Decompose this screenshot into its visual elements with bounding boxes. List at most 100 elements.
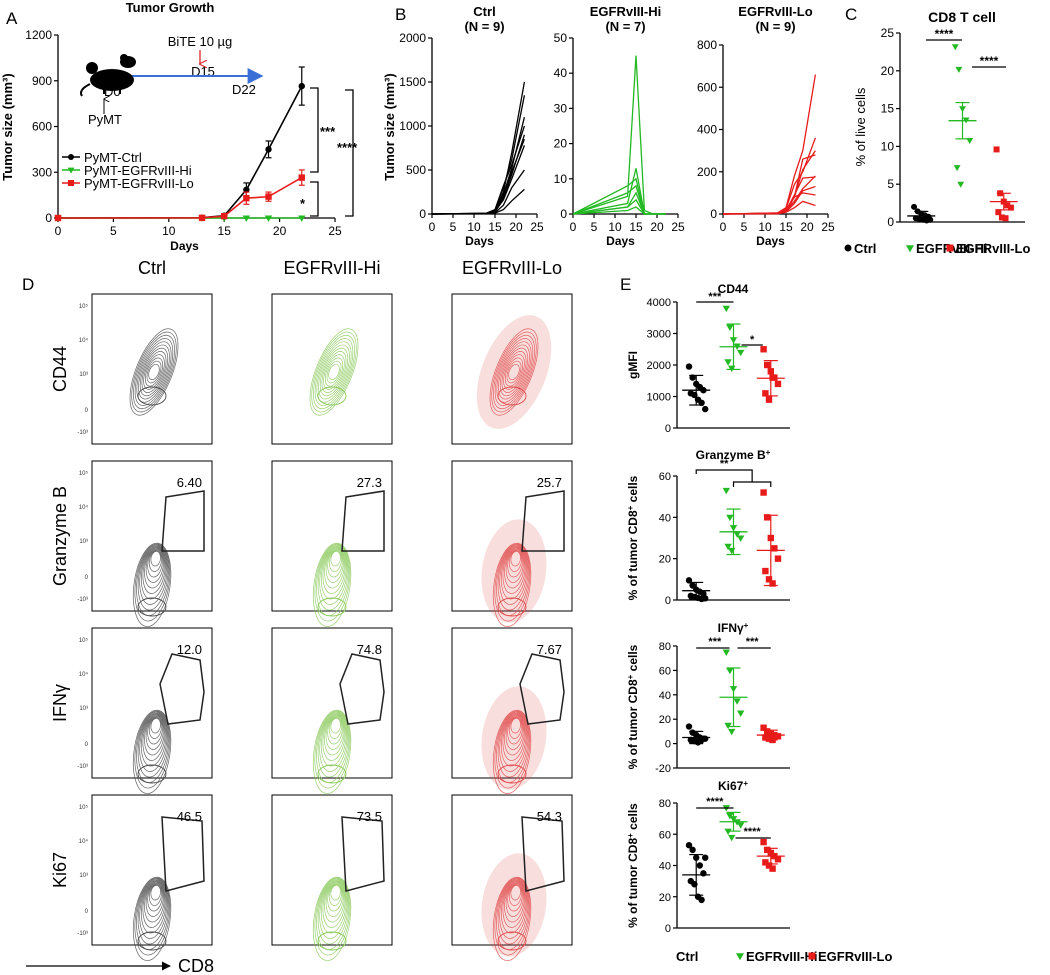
y-tick-label: 20 xyxy=(659,554,671,566)
y-tick-label: 20 xyxy=(659,714,671,726)
x-tick-label: 15 xyxy=(488,220,502,234)
data-point xyxy=(221,212,228,220)
contour-line xyxy=(319,347,349,397)
contour-line xyxy=(489,328,539,416)
y-tick-label: 0 xyxy=(45,211,52,225)
gate-value: 73.5 xyxy=(357,809,382,824)
contour-line xyxy=(502,881,526,928)
chart-subtitle: (N = 9) xyxy=(755,19,795,34)
contour-line xyxy=(500,880,527,934)
data-point xyxy=(702,735,709,742)
y-tick-label: 0 xyxy=(560,207,567,221)
y-tick-label: -20 xyxy=(655,763,671,775)
y-tick-label: 15 xyxy=(881,102,895,116)
data-point xyxy=(728,728,736,736)
gate-polygon xyxy=(341,816,385,892)
contour-line xyxy=(325,548,344,583)
data-point xyxy=(724,359,732,366)
legend-marker xyxy=(905,245,915,253)
flow-row-label: Ki67 xyxy=(50,852,70,888)
title-superscript: + xyxy=(766,448,771,457)
data-point xyxy=(702,595,709,602)
gate-value: 6.40 xyxy=(177,475,202,490)
gate-polygon xyxy=(519,653,565,725)
mouse-trace xyxy=(722,150,816,215)
contour-line xyxy=(494,877,531,956)
contour-line xyxy=(144,715,165,756)
contour-line xyxy=(319,545,348,605)
flow-plot-frame xyxy=(91,293,213,445)
contour-line xyxy=(139,879,168,939)
contour-line xyxy=(132,709,172,794)
contour-line xyxy=(148,884,162,906)
data-point xyxy=(953,165,961,172)
contour-line xyxy=(324,715,345,756)
data-point xyxy=(737,535,745,542)
flow-axis-tick: 10⁵ xyxy=(79,804,89,811)
contour-line xyxy=(497,879,529,945)
data-point xyxy=(762,567,769,575)
flow-plot-frame xyxy=(451,627,573,779)
y-tick-label: 1500 xyxy=(399,75,426,89)
legend-marker xyxy=(808,952,816,960)
contour-core xyxy=(497,386,527,406)
contour-line xyxy=(142,881,166,928)
data-point xyxy=(993,146,1000,153)
contour-line xyxy=(147,716,163,745)
y-tick-label: 0 xyxy=(887,215,894,229)
y-tick-label: 10 xyxy=(881,139,895,153)
data-point xyxy=(265,146,272,153)
contour-line xyxy=(137,879,169,945)
contour-line xyxy=(148,363,160,381)
y-tick-label: 600 xyxy=(697,80,717,94)
contour-line xyxy=(140,880,167,934)
data-point xyxy=(198,214,206,222)
contour-line xyxy=(504,882,525,923)
flow-plot: 10⁵ 10⁴ 10³ 0 -10³ xyxy=(77,293,213,445)
x-tick-label: 25 xyxy=(530,220,544,234)
flow-row-label: CD44 xyxy=(50,346,70,392)
legend-label: PyMT-EGFRvIII-Lo xyxy=(84,176,194,191)
y-tick-label: 0 xyxy=(419,207,426,221)
contour-line xyxy=(320,880,347,934)
contour-line xyxy=(142,714,166,761)
dot-cloud xyxy=(481,519,547,623)
contour-line xyxy=(510,551,521,567)
contour-line xyxy=(505,882,524,917)
data-point xyxy=(951,44,959,51)
contour-line xyxy=(317,545,349,611)
contour-core xyxy=(317,764,347,784)
flow-axis-tick: -10³ xyxy=(77,430,88,436)
flow-axis-tick: 0 xyxy=(85,909,89,915)
flow-column-title: EGFRvIII-Lo xyxy=(462,258,562,278)
d0-label: D0 xyxy=(104,84,121,99)
data-point xyxy=(698,896,705,904)
legend-marker xyxy=(735,953,745,961)
y-tick-label: 1000 xyxy=(647,392,671,404)
contour-line xyxy=(134,543,171,622)
flow-plot-frame xyxy=(451,293,573,445)
data-point xyxy=(728,547,736,555)
flow-plot xyxy=(451,293,573,445)
contour-line xyxy=(320,546,347,600)
y-tick-label: 20 xyxy=(881,64,895,78)
contour-line xyxy=(150,885,161,901)
y-tick-label: 0 xyxy=(710,207,717,221)
contour-line xyxy=(323,354,345,390)
chart-c: 0 5 10 15 20 25 CD8 T cell % of live cells **** *… xyxy=(844,9,1030,256)
contour-core xyxy=(317,386,347,406)
data-point xyxy=(737,710,745,717)
contour-line xyxy=(312,876,352,961)
sig-label: *** xyxy=(708,636,722,648)
y-tick-label: 80 xyxy=(659,798,671,810)
flow-axis-tick: 0 xyxy=(85,408,89,414)
contour-line xyxy=(322,714,346,761)
contour-line xyxy=(311,331,357,413)
data-point xyxy=(702,405,709,413)
y-tick-label: 60 xyxy=(659,829,671,841)
data-point xyxy=(726,514,734,522)
data-point xyxy=(689,582,696,589)
y-tick-label: 1200 xyxy=(25,28,52,42)
